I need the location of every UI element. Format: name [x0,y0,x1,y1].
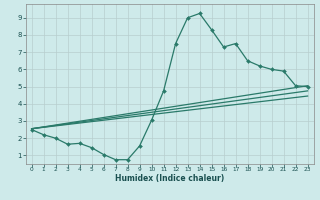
X-axis label: Humidex (Indice chaleur): Humidex (Indice chaleur) [115,174,224,183]
